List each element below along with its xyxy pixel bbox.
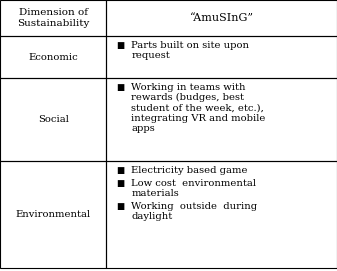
Text: Low cost  environmental: Low cost environmental xyxy=(131,179,256,188)
Bar xyxy=(0,78,106,161)
Text: ■: ■ xyxy=(116,202,124,211)
Text: Electricity based game: Electricity based game xyxy=(131,166,248,175)
Text: student of the week, etc.),: student of the week, etc.), xyxy=(131,104,264,112)
Text: “AmuSInG”: “AmuSInG” xyxy=(190,13,253,23)
Text: materials: materials xyxy=(131,189,179,198)
Text: ■: ■ xyxy=(116,41,124,50)
Bar xyxy=(106,78,337,161)
Text: request: request xyxy=(131,51,170,60)
Bar xyxy=(106,0,337,36)
Text: ■: ■ xyxy=(116,83,124,92)
Text: Economic: Economic xyxy=(28,53,78,62)
Text: integrating VR and mobile: integrating VR and mobile xyxy=(131,114,266,123)
Text: rewards (budges, best: rewards (budges, best xyxy=(131,93,244,102)
Text: Dimension of
Sustainability: Dimension of Sustainability xyxy=(17,8,89,28)
Text: Working  outside  during: Working outside during xyxy=(131,202,257,211)
Text: Working in teams with: Working in teams with xyxy=(131,83,246,92)
Bar xyxy=(106,161,337,268)
Bar xyxy=(0,161,106,268)
Text: Environmental: Environmental xyxy=(16,210,91,219)
Text: Parts built on site upon: Parts built on site upon xyxy=(131,41,249,50)
Bar xyxy=(106,36,337,78)
Text: Social: Social xyxy=(38,115,68,124)
Text: ■: ■ xyxy=(116,166,124,175)
Bar xyxy=(0,36,106,78)
Text: ■: ■ xyxy=(116,179,124,188)
Text: daylight: daylight xyxy=(131,212,173,221)
Text: apps: apps xyxy=(131,124,155,133)
Bar xyxy=(0,0,106,36)
